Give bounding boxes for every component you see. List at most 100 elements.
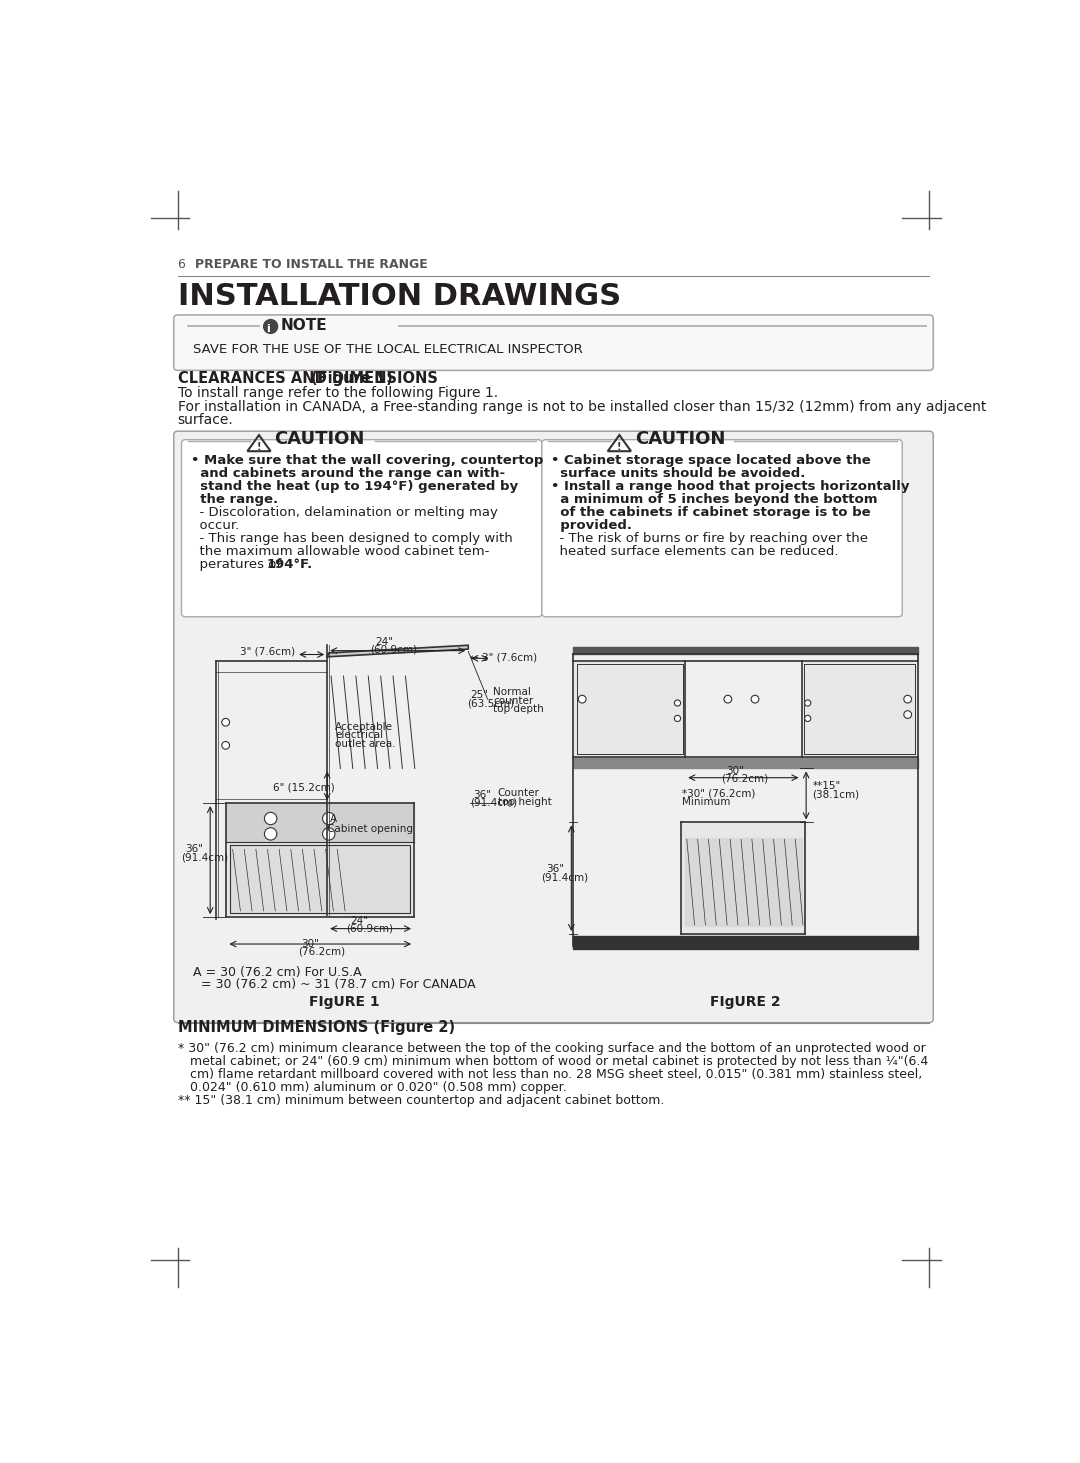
FancyBboxPatch shape (174, 315, 933, 370)
Text: the range.: the range. (191, 493, 278, 506)
Text: 30": 30" (727, 765, 744, 775)
Text: 30": 30" (301, 939, 320, 949)
Polygon shape (572, 647, 918, 654)
Text: *30" (76.2cm): *30" (76.2cm) (683, 789, 756, 799)
Text: ← 3" (7.6cm): ← 3" (7.6cm) (470, 652, 537, 663)
Polygon shape (801, 661, 918, 756)
Polygon shape (685, 838, 801, 926)
Text: metal cabinet; or 24" (60.9 cm) minimum when bottom of wood or metal cabinet is : metal cabinet; or 24" (60.9 cm) minimum … (177, 1055, 928, 1068)
Text: (63.5cm): (63.5cm) (467, 698, 514, 708)
Text: i: i (267, 323, 270, 334)
Text: provided.: provided. (551, 519, 632, 533)
Text: counter: counter (494, 696, 534, 705)
Text: a minimum of 5 inches beyond the bottom: a minimum of 5 inches beyond the bottom (551, 493, 878, 506)
Text: surface units should be avoided.: surface units should be avoided. (551, 467, 806, 480)
Text: To install range refer to the following Figure 1.: To install range refer to the following … (177, 386, 498, 401)
Text: (38.1cm): (38.1cm) (812, 790, 860, 800)
Text: 3" (7.6cm): 3" (7.6cm) (240, 647, 295, 657)
Text: • Make sure that the wall covering, countertop: • Make sure that the wall covering, coun… (191, 454, 543, 467)
Circle shape (805, 699, 811, 707)
Text: MINIMUM DIMENSIONS (Figure 2): MINIMUM DIMENSIONS (Figure 2) (177, 1020, 455, 1034)
Circle shape (578, 695, 586, 704)
Text: top height: top height (498, 797, 552, 806)
Text: 6" (15.2cm): 6" (15.2cm) (273, 783, 335, 791)
Text: (Figure 1): (Figure 1) (311, 372, 392, 386)
Text: cm) flame retardant millboard covered with not less than no. 28 MSG sheet steel,: cm) flame retardant millboard covered wi… (177, 1068, 922, 1081)
Text: • Install a range hood that projects horizontally: • Install a range hood that projects hor… (551, 480, 909, 493)
Text: INSTALLATION DRAWINGS: INSTALLATION DRAWINGS (177, 282, 621, 312)
Text: = 30 (76.2 cm) ~ 31 (78.7 cm) For CANADA: = 30 (76.2 cm) ~ 31 (78.7 cm) For CANADA (201, 977, 475, 990)
Text: Counter: Counter (498, 789, 540, 799)
Polygon shape (227, 803, 414, 841)
Text: Acceptable: Acceptable (335, 721, 393, 732)
Text: Minimum: Minimum (683, 797, 730, 806)
Text: 25": 25" (470, 689, 488, 699)
Text: peratures of: peratures of (191, 559, 285, 571)
Text: For installation in CANADA, a Free-standing range is not to be installed closer : For installation in CANADA, a Free-stand… (177, 401, 986, 414)
Text: - This range has been designed to comply with: - This range has been designed to comply… (191, 533, 513, 546)
Text: surface.: surface. (177, 413, 233, 427)
Text: stand the heat (up to 194°F) generated by: stand the heat (up to 194°F) generated b… (191, 480, 518, 493)
Text: (91.4cm): (91.4cm) (541, 873, 589, 882)
Text: CAUTION: CAUTION (274, 430, 365, 448)
Text: top depth: top depth (494, 704, 544, 714)
Text: (91.4cm): (91.4cm) (470, 797, 517, 808)
Text: - The risk of burns or fire by reaching over the: - The risk of burns or fire by reaching … (551, 533, 868, 546)
Text: heated surface elements can be reduced.: heated surface elements can be reduced. (551, 546, 839, 559)
Circle shape (323, 812, 335, 825)
Circle shape (221, 718, 230, 726)
Text: 36": 36" (545, 865, 564, 875)
Text: !: ! (617, 442, 622, 452)
Polygon shape (327, 645, 469, 657)
Circle shape (221, 742, 230, 749)
Text: (60.9cm): (60.9cm) (370, 645, 418, 655)
Circle shape (264, 319, 278, 334)
Text: Cabinet opening: Cabinet opening (327, 824, 414, 834)
Circle shape (674, 699, 680, 707)
Circle shape (904, 695, 912, 704)
Text: 194°F.: 194°F. (267, 559, 313, 571)
Polygon shape (230, 846, 410, 913)
Text: NOTE: NOTE (281, 317, 327, 332)
Text: ** 15" (38.1 cm) minimum between countertop and adjacent cabinet bottom.: ** 15" (38.1 cm) minimum between counter… (177, 1094, 664, 1107)
Text: !: ! (257, 442, 261, 452)
Text: 36": 36" (186, 844, 203, 853)
Circle shape (323, 828, 335, 840)
Text: 6: 6 (177, 257, 186, 271)
Text: SAVE FOR THE USE OF THE LOCAL ELECTRICAL INSPECTOR: SAVE FOR THE USE OF THE LOCAL ELECTRICAL… (193, 342, 583, 356)
Text: PREPARE TO INSTALL THE RANGE: PREPARE TO INSTALL THE RANGE (195, 257, 428, 271)
Circle shape (724, 695, 732, 704)
Text: and cabinets around the range can with-: and cabinets around the range can with- (191, 467, 505, 480)
Text: - Discoloration, delamination or melting may: - Discoloration, delamination or melting… (191, 506, 498, 519)
Text: 24": 24" (375, 638, 393, 647)
FancyBboxPatch shape (174, 432, 933, 1023)
Text: CAUTION: CAUTION (635, 430, 726, 448)
Text: of the cabinets if cabinet storage is to be: of the cabinets if cabinet storage is to… (551, 506, 870, 519)
Text: CLEARANCES AND DIMENSIONS: CLEARANCES AND DIMENSIONS (177, 372, 443, 386)
Text: (91.4cm): (91.4cm) (181, 851, 229, 862)
Polygon shape (572, 661, 685, 756)
Text: A: A (330, 815, 337, 824)
Circle shape (265, 828, 276, 840)
Polygon shape (572, 936, 918, 949)
Text: outlet area.: outlet area. (335, 739, 395, 749)
Circle shape (674, 715, 680, 721)
Polygon shape (681, 822, 806, 933)
Text: Normal: Normal (494, 688, 531, 698)
Text: (76.2cm): (76.2cm) (721, 774, 768, 784)
Text: 36": 36" (473, 790, 491, 800)
Text: FIgURE 2: FIgURE 2 (710, 995, 780, 1008)
Polygon shape (227, 803, 414, 917)
Text: (76.2cm): (76.2cm) (298, 947, 345, 957)
Text: occur.: occur. (191, 519, 239, 533)
Text: * 30" (76.2 cm) minimum clearance between the top of the cooking surface and the: * 30" (76.2 cm) minimum clearance betwee… (177, 1042, 926, 1055)
Text: the maximum allowable wood cabinet tem-: the maximum allowable wood cabinet tem- (191, 546, 489, 559)
Polygon shape (572, 758, 918, 768)
FancyBboxPatch shape (181, 440, 542, 617)
Text: FIgURE 1: FIgURE 1 (309, 995, 379, 1008)
Text: 24": 24" (350, 916, 368, 926)
Text: electrical: electrical (335, 730, 383, 740)
Circle shape (751, 695, 759, 704)
Text: **15": **15" (812, 781, 840, 791)
Circle shape (805, 715, 811, 721)
